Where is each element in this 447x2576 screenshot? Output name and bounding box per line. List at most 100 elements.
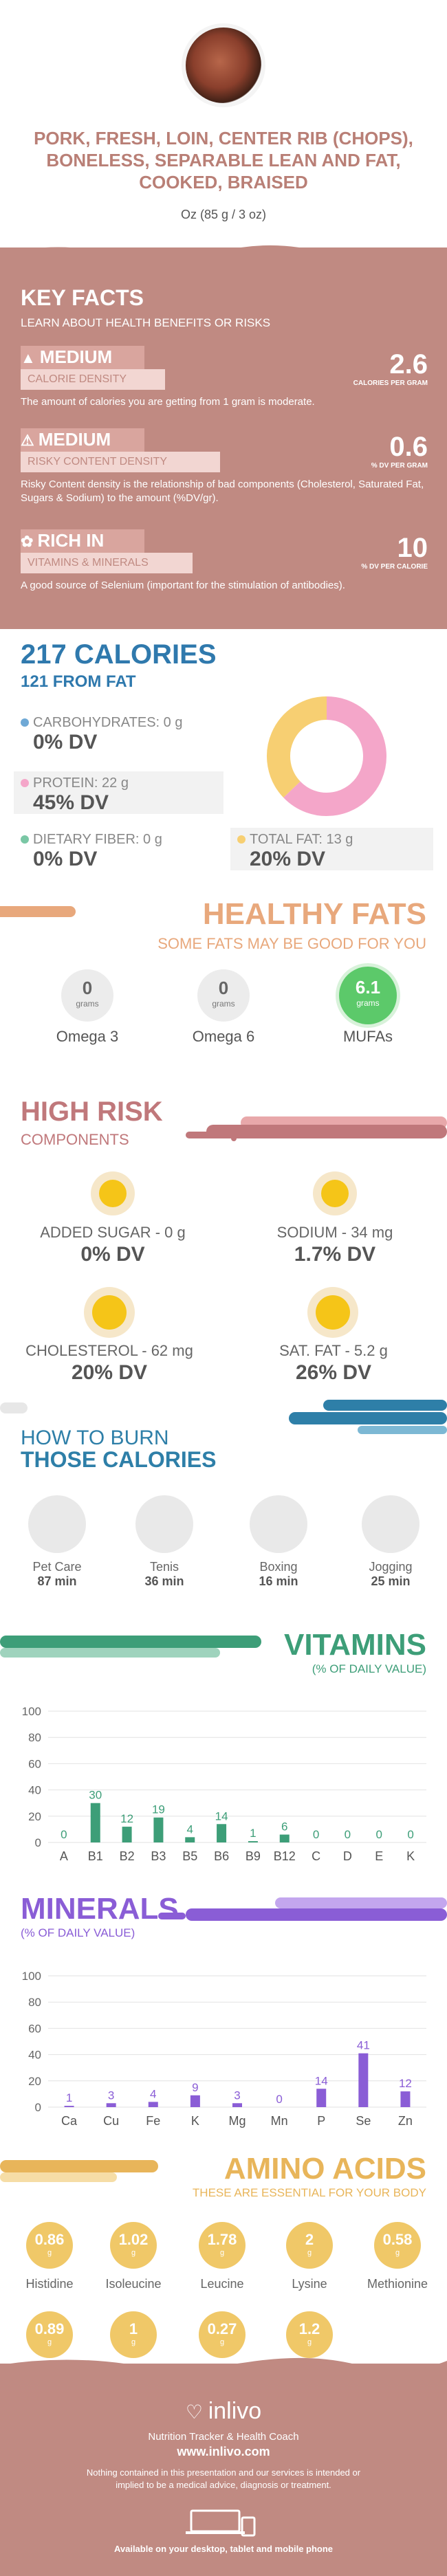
dietary-fiber-dv: 0% DV: [33, 848, 98, 870]
amino-value: 1.02: [118, 2231, 149, 2248]
mineral-ytick-label: 60: [28, 2022, 41, 2035]
minerals-decor: [158, 1897, 447, 1921]
jogging-icon: [362, 1495, 419, 1553]
tennis-icon: [135, 1495, 193, 1553]
amino-circle: 1.02 g: [110, 2222, 157, 2269]
mufas-name: MUFAs: [342, 1028, 393, 1045]
total-fat-dot: [237, 835, 246, 844]
flame-icon: ▲: [21, 349, 36, 366]
amino-name: Leucine: [200, 2277, 244, 2291]
vitamins-heading: VITAMINS: [284, 1628, 426, 1662]
protein-label: PROTEIN: 22 g: [33, 775, 129, 791]
mineral-xtick-label: Fe: [146, 2114, 160, 2128]
high-risk-subheading: COMPONENTS: [21, 1131, 129, 1148]
vitamin-value-label: 14: [215, 1809, 228, 1823]
vitamin-ytick-label: 20: [28, 1810, 41, 1823]
availability: Available on your desktop, tablet and mo…: [113, 2544, 334, 2554]
amino-histidine: 0.86 g Histidine: [8, 2222, 91, 2291]
healthy-fats-subheading: SOME FATS MAY BE GOOD FOR YOU: [157, 935, 426, 952]
brand-name: inlivo: [208, 2398, 262, 2424]
donut-slice-total-fat: [267, 696, 327, 798]
tennis-time: 36 min: [144, 1574, 184, 1588]
vitamin-xtick-label: B12: [274, 1849, 296, 1863]
header: PORK, FRESH, LOIN, CENTER RIB (CHOPS), B…: [0, 0, 447, 241]
vitamin-ytick-label: 80: [28, 1731, 41, 1744]
vitamin-bar-b2: [122, 1827, 132, 1842]
brand-logo[interactable]: ♡ inlivo: [0, 2398, 447, 2425]
mufas-value: 6.1: [355, 977, 381, 998]
amino-value: 1.78: [207, 2231, 237, 2248]
vitamin-bar-b1: [90, 1803, 100, 1842]
total-fat-dv: 20% DV: [250, 848, 326, 870]
vitamins-bar-chart: 0 20 40 60 80 100 0 A 30 B1 12 B2 19 B3 4 B5 14 B6 1 B9 6 B12…: [22, 1705, 426, 1863]
vitamin-xtick-label: K: [406, 1849, 415, 1863]
mineral-bar-k: [190, 2095, 200, 2107]
amino-subheading: THESE ARE ESSENTIAL FOR YOUR BODY: [192, 2186, 426, 2199]
amino-lysine: 2 g Lysine: [268, 2222, 351, 2291]
mineral-value-label: 41: [357, 2039, 370, 2052]
risky-density-label: RISKY CONTENT DENSITY: [21, 452, 220, 472]
sat-fat-dv: 26% DV: [295, 1361, 372, 1384]
amino-name: Histidine: [25, 2277, 74, 2291]
calories-heading: 217 CALORIES: [21, 639, 217, 670]
amino-unit: g: [307, 2338, 312, 2346]
vitamin-value-label: 4: [187, 1823, 193, 1836]
mineral-xtick-label: P: [317, 2114, 325, 2128]
amino-circle: 0.86 g: [26, 2222, 73, 2269]
amino-decor: [0, 2160, 158, 2182]
mineral-ytick-label: 0: [35, 2101, 41, 2114]
sat-fat-icon: [307, 1287, 358, 1338]
vitamins-label: VITAMINS & MINERALS: [21, 553, 193, 573]
vitamins-badge: [21, 529, 144, 553]
vitamin-ytick-label: 100: [22, 1705, 41, 1718]
risky-density-level-text: MEDIUM: [38, 429, 111, 450]
mineral-bar-fe: [148, 2102, 158, 2107]
vitamins-unit: % DV PER CALORIE: [361, 563, 428, 571]
vitamin-value-label: 30: [89, 1789, 102, 1802]
cholesterol-label: CHOLESTEROL - 62 mg: [25, 1342, 193, 1359]
mineral-bar-mg: [232, 2103, 242, 2107]
serving-size: Oz (85 g / 3 oz): [180, 208, 267, 221]
leaf-icon: ✿: [21, 533, 34, 550]
calorie-density-level: ▲ MEDIUM: [21, 346, 112, 368]
amino-circle: 0.89 g: [26, 2311, 73, 2358]
calorie-density-desc: The amount of calories you are getting f…: [21, 396, 315, 408]
vitamin-value-label: 19: [152, 1803, 165, 1816]
calorie-density-label: CALORIE DENSITY: [21, 369, 165, 390]
cholesterol-dv: 20% DV: [71, 1361, 148, 1384]
mineral-bar-zn: [400, 2091, 411, 2107]
amino-unit: g: [307, 2249, 312, 2257]
mineral-ytick-label: 20: [28, 2075, 41, 2088]
food-image: [186, 27, 261, 103]
vitamin-value-label: 0: [345, 1828, 351, 1841]
activity-boxing: Boxing 16 min: [234, 1495, 323, 1589]
vitamin-value-label: 12: [120, 1812, 133, 1825]
mineral-ytick-label: 80: [28, 1996, 41, 2009]
pet-care-name: Pet Care: [32, 1560, 82, 1574]
pet-care-time: 87 min: [37, 1574, 77, 1588]
calorie-density-badge: [21, 346, 144, 369]
cholesterol-icon: [84, 1287, 135, 1338]
added-sugar-dv: 0% DV: [80, 1243, 145, 1266]
vitamin-xtick-label: D: [343, 1849, 352, 1863]
calories-from-fat: 121 FROM FAT: [21, 672, 136, 691]
mineral-ytick-label: 100: [22, 1970, 41, 1983]
warning-icon: ⚠: [21, 432, 34, 449]
sat-fat-label: SAT. FAT - 5.2 g: [279, 1342, 388, 1359]
mineral-xtick-label: Mg: [228, 2114, 246, 2128]
mineral-value-label: 3: [108, 2089, 114, 2102]
omega3-circle: 0 grams: [61, 969, 113, 1022]
vitamin-value-label: 0: [61, 1828, 67, 1841]
site-link[interactable]: www.inlivo.com: [177, 2445, 270, 2458]
boxing-time: 16 min: [259, 1574, 298, 1588]
amino-unit: g: [131, 2249, 136, 2257]
vitamin-xtick-label: B3: [151, 1849, 166, 1863]
amino-unit: g: [219, 2249, 225, 2257]
footer-wave: [0, 2357, 447, 2376]
vitamin-xtick-label: B2: [120, 1849, 135, 1863]
amino-heading: AMINO ACIDS: [224, 2152, 426, 2186]
carbohydrates-dot: [21, 718, 29, 727]
vitamin-value-label: 0: [407, 1828, 413, 1841]
mineral-xtick-label: Cu: [103, 2114, 119, 2128]
